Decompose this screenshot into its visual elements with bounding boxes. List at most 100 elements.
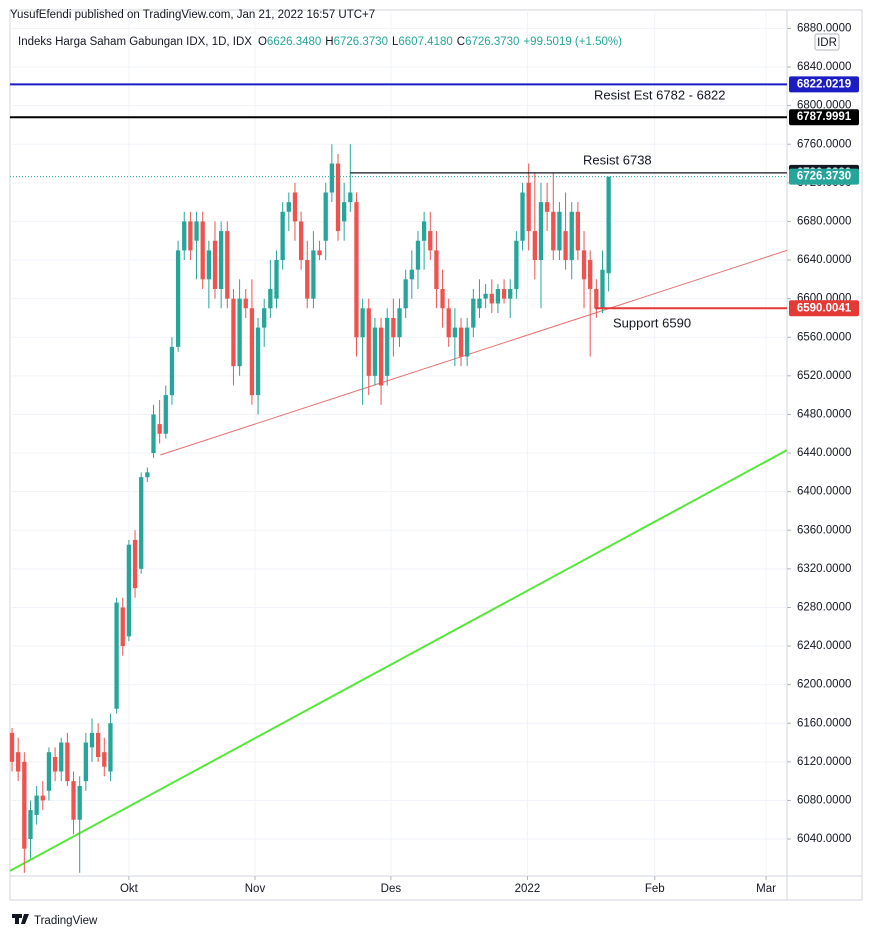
y-tick-label: 6560.0000 [797, 331, 851, 343]
candle-body [200, 221, 205, 280]
candle-body [151, 414, 156, 454]
annotation: Support 6590 [613, 315, 691, 330]
y-tick-label: 6320.0000 [797, 563, 851, 575]
candle-body [446, 308, 451, 338]
candle-body [588, 260, 593, 289]
y-tick-label: 6080.0000 [797, 794, 851, 806]
y-tick-label: 6120.0000 [797, 756, 851, 768]
candle-body [46, 752, 52, 791]
candle-body [477, 298, 482, 309]
trend-line [160, 249, 788, 456]
annotation: Resist Est 6782 - 6822 [594, 87, 726, 102]
x-tick-label: Des [381, 883, 402, 895]
candle-body [551, 211, 556, 251]
candle-body [169, 346, 175, 396]
candle-body [305, 260, 310, 299]
candle-body [126, 544, 132, 637]
candle-body [108, 723, 113, 772]
legend: Indeks Harga Saham Gabungan IDX, 1D, IDX… [18, 36, 622, 48]
candle-body [391, 317, 396, 338]
y-tick-label: 6440.0000 [797, 447, 851, 459]
candle-body [139, 477, 144, 569]
y-tick-label: 6800.0000 [797, 100, 851, 112]
price-badge [789, 168, 859, 185]
y-tick-label: 6040.0000 [797, 833, 851, 845]
candle-body [237, 298, 242, 367]
price-badge-label: 6726.3730 [797, 171, 851, 183]
x-tick-label: Feb [645, 883, 665, 895]
candle-body [9, 732, 15, 762]
candle-body [532, 231, 537, 261]
price-badge-label: 6822.0219 [797, 78, 851, 90]
candle-body [421, 221, 427, 241]
frame [9, 9, 863, 901]
candle-body [415, 240, 421, 270]
candle-body [34, 795, 39, 815]
candle-body [255, 327, 261, 396]
candle-body [440, 288, 445, 309]
candle-body [182, 221, 187, 251]
price-badge [789, 76, 859, 93]
candle-body [378, 327, 384, 386]
candle-body [95, 732, 101, 758]
candle-body [409, 269, 414, 280]
candle-body [403, 279, 408, 309]
candle-body [175, 250, 181, 347]
candle-body [89, 732, 95, 748]
candle-body [557, 211, 562, 251]
candle-body [22, 761, 27, 849]
y-tick-label: 6520.0000 [797, 370, 851, 382]
candle-body [102, 752, 107, 767]
candle-body [575, 211, 581, 251]
plot: Resist Est 6782 - 6822 Resist 6738 Support… [9, 83, 788, 873]
candle-body [563, 231, 568, 261]
candle-body [600, 269, 605, 309]
candle-body [206, 250, 212, 280]
candle-body [342, 202, 347, 222]
y-tick-label: 6280.0000 [797, 601, 851, 613]
candle-body [323, 192, 328, 241]
currency: IDR [817, 37, 837, 49]
candle-body [65, 742, 70, 782]
candle-body [268, 288, 273, 309]
candle-body [59, 742, 64, 772]
y-tick-label: 6200.0000 [797, 679, 851, 691]
price-badge-label: 6787.9991 [797, 111, 852, 123]
legend-value: 6726.3730 [465, 36, 519, 48]
x-tick-label: 2022 [515, 883, 541, 895]
candle-body [483, 293, 488, 299]
candle-body [262, 308, 267, 328]
candle-body [28, 810, 33, 840]
candle-body [465, 327, 470, 357]
candle-body [311, 250, 316, 299]
legend-key: O [258, 36, 267, 48]
y-tick-label: 6160.0000 [797, 717, 851, 729]
candle-body [501, 288, 507, 299]
axes: 6040.0000 6080.0000 6120.0000 6160.0000 6200… [120, 22, 859, 895]
currency-badge [814, 33, 840, 51]
trend-line [9, 449, 788, 872]
y-tick-label: 6360.0000 [797, 524, 851, 536]
candle-body [114, 602, 119, 709]
candle-body [458, 327, 464, 357]
y-tick-label: 6760.0000 [797, 138, 851, 150]
y-tick-label: 6640.0000 [797, 254, 851, 266]
candle-body [538, 202, 544, 261]
legend-value: 6607.4180 [398, 36, 452, 48]
candle-body [52, 757, 58, 772]
x-tick-label: Nov [245, 883, 266, 895]
candle-body [385, 317, 390, 376]
candle-body [157, 424, 162, 434]
price-badge [789, 300, 859, 317]
candle-body [298, 221, 304, 261]
candle-body [569, 211, 574, 261]
candle-body [292, 192, 298, 222]
candle-body [225, 231, 230, 299]
grid [10, 10, 787, 876]
candle-body [434, 250, 439, 289]
footer: TradingView [34, 915, 98, 927]
candle-body [360, 308, 365, 338]
candle-body [194, 221, 199, 241]
